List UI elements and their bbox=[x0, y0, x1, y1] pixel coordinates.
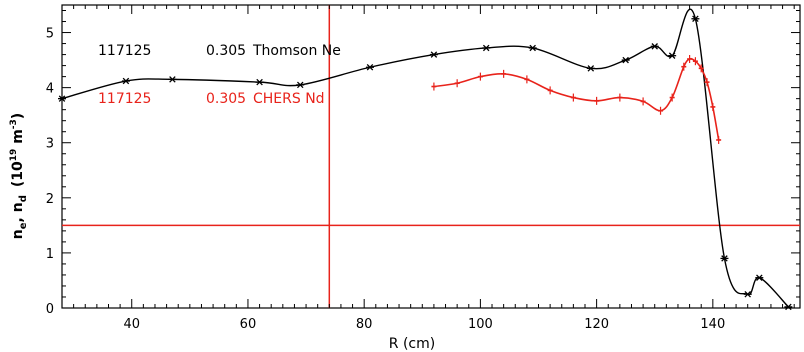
data-point-thomson bbox=[784, 303, 793, 311]
data-point-thomson bbox=[429, 51, 438, 58]
data-point-thomson bbox=[296, 81, 305, 89]
plot-frame bbox=[61, 4, 801, 309]
x-tick-label: 40 bbox=[123, 317, 140, 332]
y-axis-units-open: (10 bbox=[10, 161, 26, 187]
data-point-chers bbox=[687, 54, 693, 63]
y-axis-n-e: n bbox=[10, 229, 26, 239]
reference-lines-layer bbox=[62, 5, 800, 308]
x-axis-title: R (cm) bbox=[389, 336, 435, 352]
y-axis-title: ne, nd(1019 m-3) bbox=[9, 113, 29, 239]
x-tick-label: 140 bbox=[700, 317, 725, 332]
x-tick-label: 120 bbox=[584, 317, 609, 332]
x-tick-label: 60 bbox=[240, 317, 257, 332]
data-point-thomson bbox=[365, 63, 374, 71]
data-point-chers bbox=[716, 135, 722, 144]
x-tick-label: 100 bbox=[468, 317, 493, 332]
y-tick-label: 3 bbox=[46, 137, 54, 152]
legend-chers-label: CHERS Nd bbox=[253, 91, 325, 107]
y-tick-label: 0 bbox=[46, 302, 54, 317]
data-point-chers bbox=[617, 93, 623, 102]
y-axis-exp2: -3 bbox=[9, 119, 19, 129]
data-point-thomson bbox=[668, 52, 677, 59]
y-tick-label: 5 bbox=[46, 27, 54, 42]
data-point-thomson bbox=[168, 76, 177, 83]
data-point-chers bbox=[692, 57, 698, 66]
data-point-thomson bbox=[121, 77, 130, 85]
y-axis-exp1: 19 bbox=[9, 149, 19, 162]
data-point-thomson bbox=[528, 44, 537, 52]
legend-thomson-shot: 117125 bbox=[98, 43, 151, 59]
series-line-thomson bbox=[61, 8, 789, 308]
data-point-thomson bbox=[586, 65, 595, 72]
data-point-thomson bbox=[255, 78, 264, 86]
legend: 117125 0.305 Thomson Ne 117125 0.305 CHE… bbox=[98, 43, 341, 107]
data-point-chers bbox=[501, 69, 507, 78]
data-point-chers bbox=[454, 79, 460, 88]
data-point-chers bbox=[704, 78, 710, 87]
x-tick-label: 80 bbox=[356, 317, 373, 332]
y-axis-units-close: ) bbox=[10, 113, 26, 119]
data-point-thomson bbox=[650, 43, 659, 50]
y-tick-label: 4 bbox=[46, 82, 54, 97]
data-point-chers bbox=[431, 82, 437, 91]
tick-layer: 40 60 80 100 120 140 0 1 2 3 4 5 bbox=[46, 5, 800, 332]
data-point-chers bbox=[658, 106, 664, 115]
data-point-chers bbox=[698, 64, 704, 73]
legend-chers-shot: 117125 bbox=[98, 91, 151, 107]
data-point-chers bbox=[524, 75, 530, 84]
y-axis-sub-e: e bbox=[18, 222, 29, 229]
data-point-chers bbox=[640, 97, 646, 106]
y-tick-label: 1 bbox=[46, 247, 54, 262]
data-point-chers bbox=[594, 96, 600, 105]
data-point-chers bbox=[710, 102, 716, 111]
legend-thomson-label: Thomson Ne bbox=[252, 43, 341, 59]
y-axis-sub-d: d bbox=[18, 195, 29, 202]
data-point-chers bbox=[669, 93, 675, 102]
data-point-thomson bbox=[482, 44, 491, 52]
legend-thomson-time: 0.305 bbox=[206, 43, 246, 59]
data-point-thomson bbox=[743, 290, 752, 298]
data-point-chers bbox=[681, 62, 687, 71]
plot-frame-layer bbox=[61, 4, 801, 309]
data-point-thomson bbox=[755, 274, 764, 281]
data-point-thomson bbox=[720, 255, 729, 262]
y-tick-label: 2 bbox=[46, 192, 54, 207]
y-axis-n-d: n bbox=[10, 202, 26, 212]
data-point-chers bbox=[477, 72, 483, 81]
series-layer bbox=[58, 8, 793, 311]
series-line-chers bbox=[433, 57, 720, 141]
data-point-chers bbox=[570, 93, 576, 102]
y-axis-units-mid: m bbox=[10, 129, 26, 148]
legend-chers-time: 0.305 bbox=[206, 91, 246, 107]
data-point-thomson bbox=[621, 56, 630, 64]
y-axis-sep: , bbox=[10, 212, 26, 222]
data-point-thomson bbox=[691, 15, 700, 23]
data-point-chers bbox=[547, 86, 553, 95]
